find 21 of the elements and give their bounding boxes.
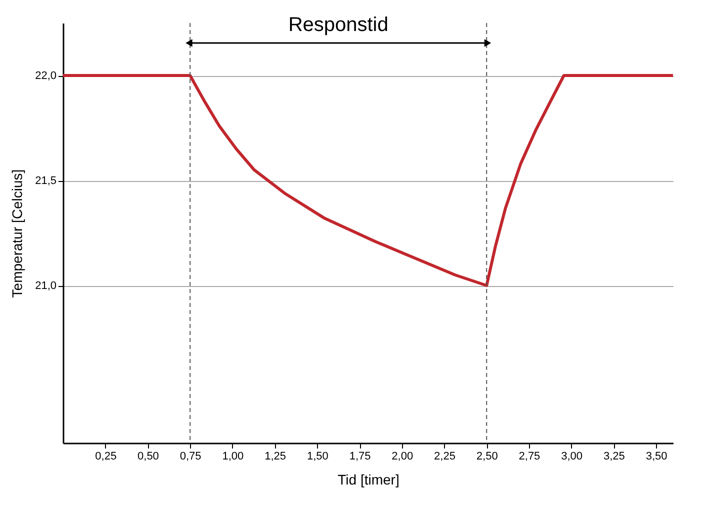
annotation: Responstid — [288, 14, 388, 36]
x-tick-label: 1,50 — [306, 450, 328, 462]
y-tick-label: 21,0 — [35, 280, 56, 292]
y-tick-label: 21,5 — [35, 175, 56, 187]
x-tick-label: 0,25 — [95, 450, 117, 462]
line-series — [62, 74, 674, 287]
x-tick-label: 2,75 — [518, 450, 540, 462]
x-tick-label: 2,00 — [392, 450, 414, 462]
x-tick-label: 0,50 — [138, 450, 159, 462]
x-tick-label: 0,75 — [180, 450, 202, 462]
y-tick-label: 22,0 — [35, 70, 56, 82]
x-tick-label: 3,50 — [646, 450, 668, 462]
x-tick-label: 3,25 — [603, 450, 625, 462]
x-axis-title: Tid [timer] — [338, 472, 400, 488]
x-tick-label: 1,00 — [222, 450, 244, 462]
x-tick-label: 2,25 — [434, 450, 456, 462]
x-tick-label: 3,00 — [561, 450, 583, 462]
x-tick-label: 1,75 — [349, 450, 371, 462]
y-axis-title: Temperatur [Celcius] — [9, 169, 26, 298]
x-tick-label: 2,50 — [476, 450, 498, 462]
x-tick-label: 1,25 — [264, 450, 286, 462]
